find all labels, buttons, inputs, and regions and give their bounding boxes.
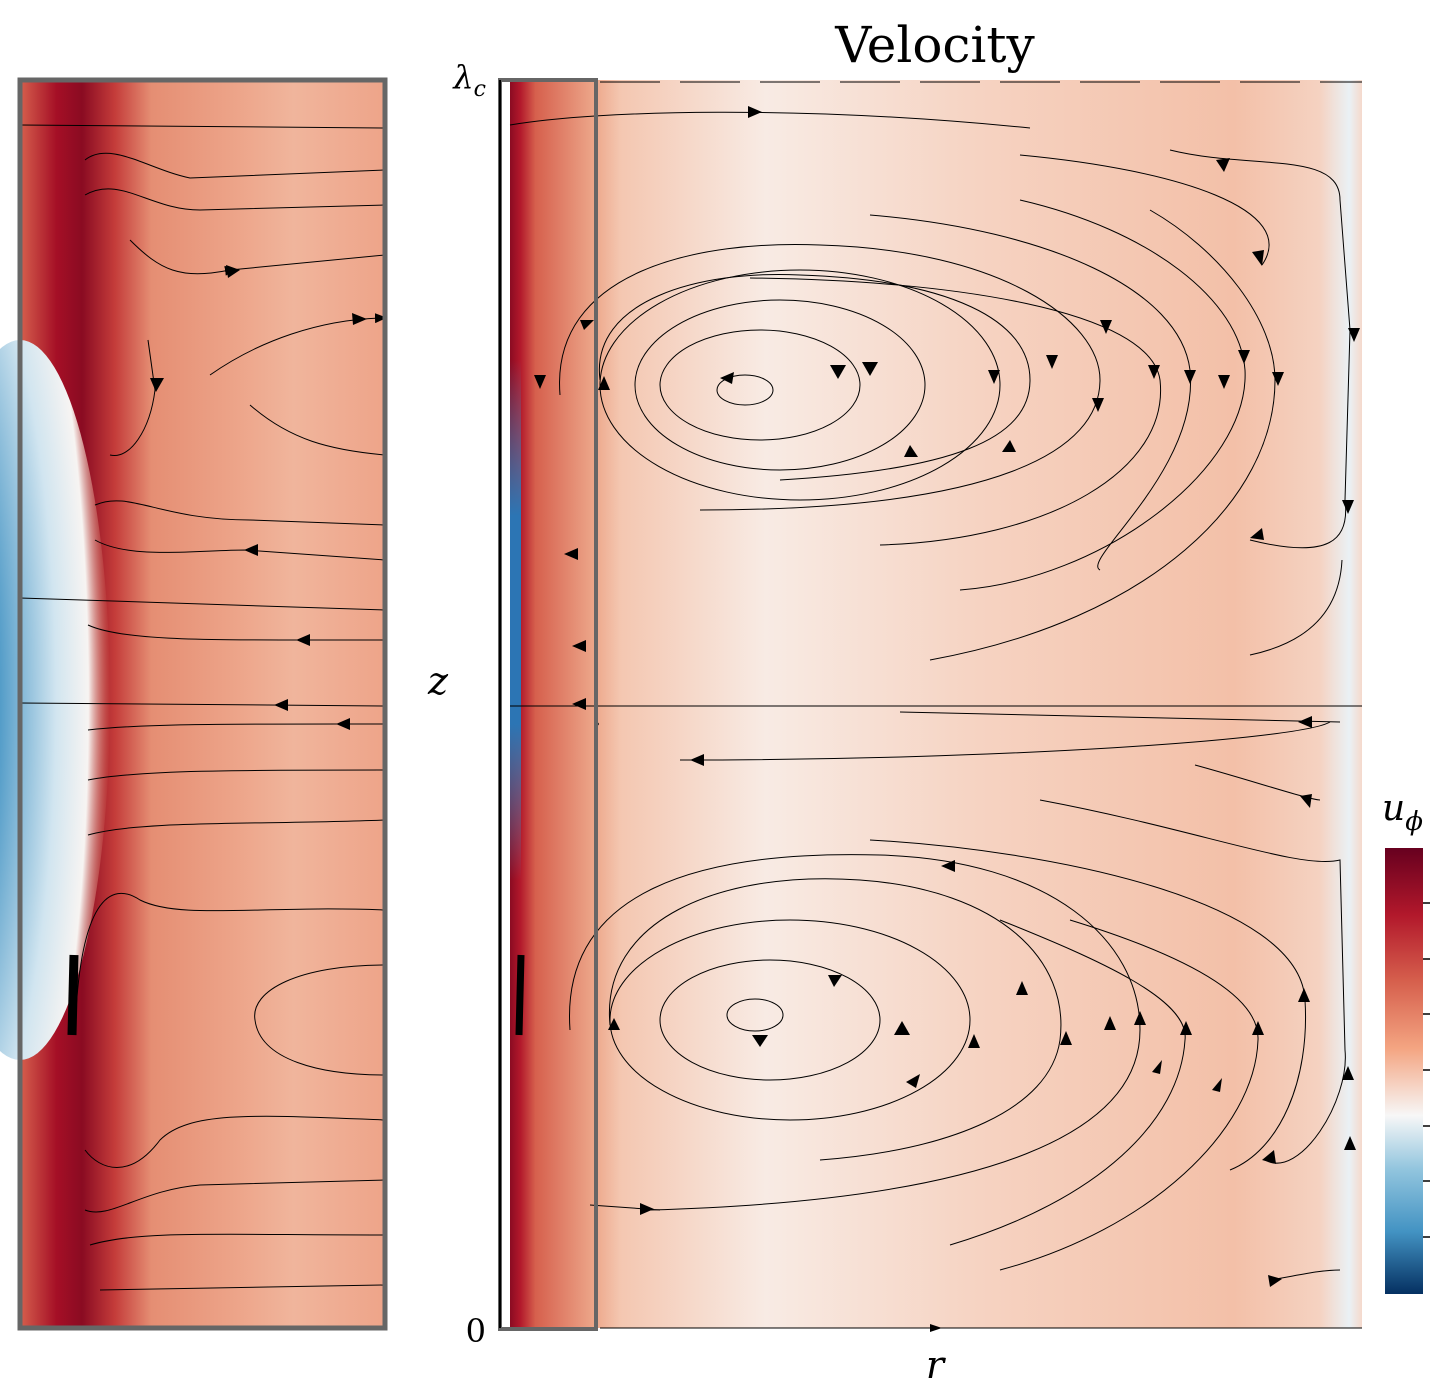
y-tick-label: λc <box>451 58 486 102</box>
colorbar-subscript: ϕ <box>1405 807 1423 837</box>
inset-panel <box>0 77 388 1331</box>
colorbar: uϕ <box>1382 788 1430 1294</box>
colorbar-gradient <box>1385 848 1423 1294</box>
velocity-field <box>510 80 1362 1328</box>
y-tick-symbol: λ <box>451 58 473 96</box>
y-tick-label: 0 <box>466 1312 486 1350</box>
inset-thick-stream <box>67 954 79 1036</box>
y-tick-subscript: c <box>474 77 486 102</box>
negative-stripe <box>510 360 521 880</box>
thick-stream <box>515 954 525 1036</box>
main-panel <box>498 78 1362 1332</box>
y-axis-label: z <box>427 659 449 703</box>
inset-streamlines <box>19 124 385 1291</box>
colorbar-label: uϕ <box>1382 788 1423 837</box>
chart-title: Velocity <box>834 16 1035 74</box>
inset-arrows <box>150 265 367 730</box>
arrows <box>534 106 1360 1332</box>
colorbar-ticks <box>1423 902 1430 1238</box>
x-axis-label: r <box>926 1343 947 1387</box>
inset-negative-region <box>0 340 110 1060</box>
colorbar-symbol: u <box>1382 788 1405 829</box>
streamlines <box>509 81 1362 1329</box>
inset-border <box>17 77 388 1331</box>
